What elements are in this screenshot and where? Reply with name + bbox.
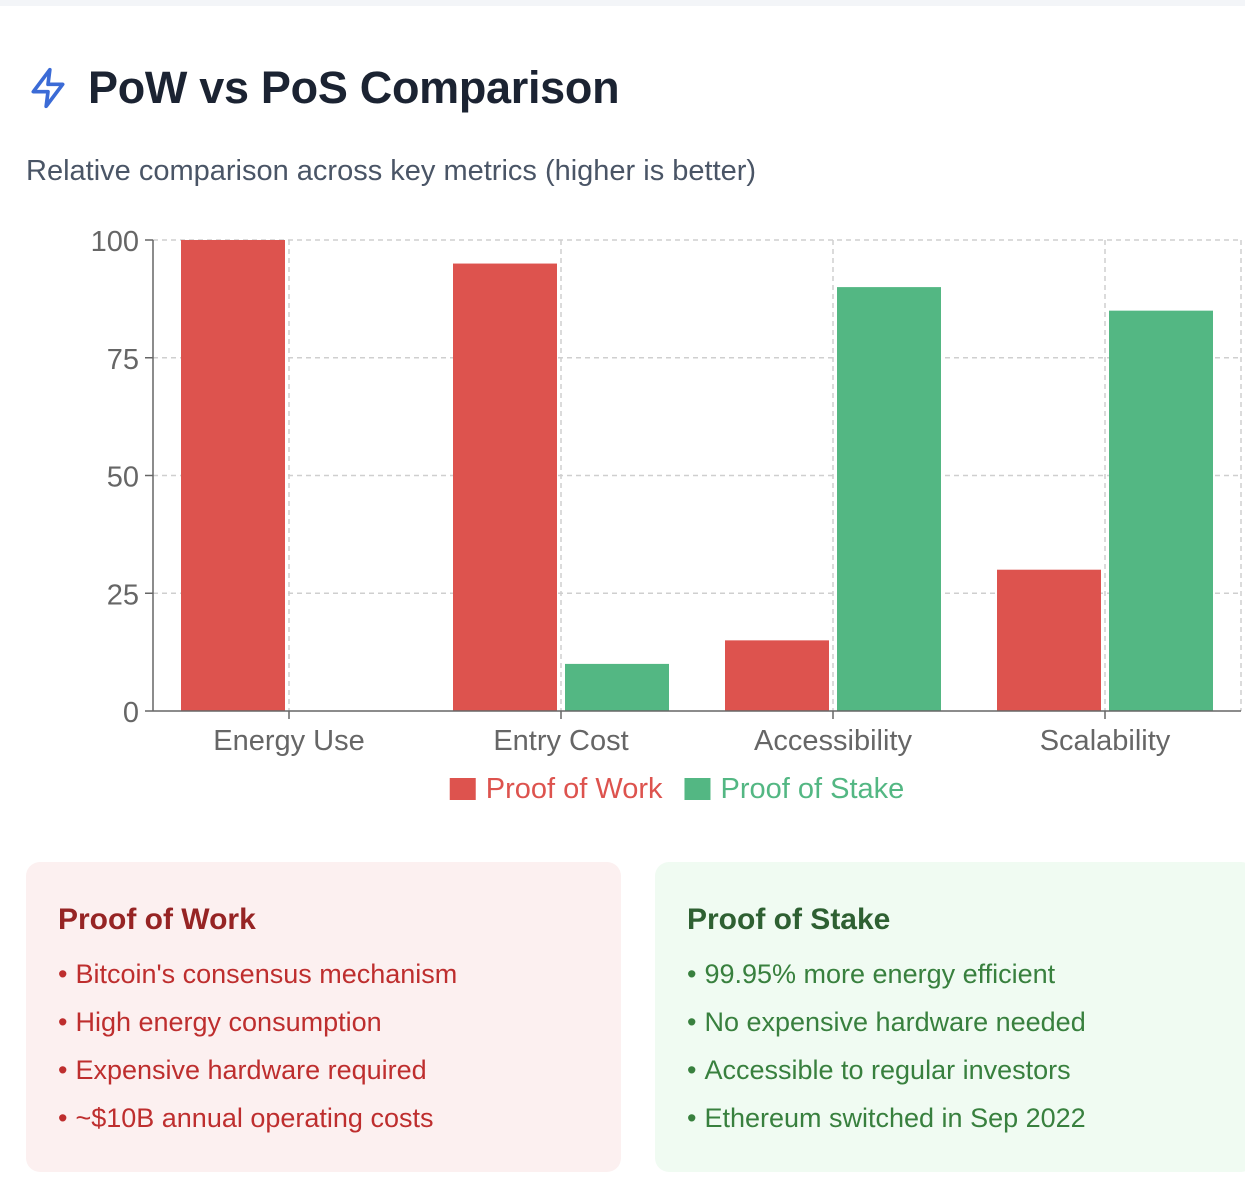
list-item: • ~$10B annual operating costs [58, 1103, 434, 1133]
page-title: PoW vs PoS Comparison [88, 62, 620, 113]
x-tick-label: Scalability [1040, 725, 1171, 757]
x-tick-label: Energy Use [213, 725, 365, 757]
pow-item-text: Expensive hardware required [75, 1055, 427, 1085]
top-strip [0, 0, 1245, 6]
y-tick-label: 100 [91, 226, 139, 258]
bar-proof-of-work [725, 640, 829, 711]
pow-item-text: Bitcoin's consensus mechanism [75, 959, 458, 989]
x-tick-label: Accessibility [754, 725, 912, 757]
pow-feature-list: • Bitcoin's consensus mechanism • High ene… [58, 950, 589, 1142]
bar-proof-of-stake [1109, 310, 1213, 711]
legend-swatch-proof-of-work [449, 778, 476, 800]
legend-label-proof-of-work: Proof of Work [486, 773, 663, 805]
list-item: • 99.95% more energy efficient [687, 959, 1056, 989]
pow-item-text: High energy consumption [75, 1007, 382, 1037]
list-item: • Expensive hardware required [58, 1055, 427, 1085]
list-item: • Accessible to regular investors [687, 1055, 1071, 1085]
pos-card: Proof of Stake • 99.95% more energy effic… [655, 862, 1245, 1172]
y-tick-label: 0 [123, 697, 139, 729]
bar-proof-of-stake [837, 287, 941, 711]
pos-item-text: No expensive hardware needed [704, 1007, 1086, 1037]
y-tick-label: 75 [107, 344, 139, 376]
header: PoW vs PoS Comparison [26, 60, 620, 116]
bar-proof-of-work [453, 263, 557, 711]
pow-card: Proof of Work • Bitcoin's consensus mecha… [26, 862, 621, 1172]
lightning-icon [26, 66, 70, 110]
pos-item-text: 99.95% more energy efficient [704, 959, 1056, 989]
bar-proof-of-work [181, 240, 285, 711]
bar-proof-of-stake [565, 663, 669, 711]
pos-feature-list: • 99.95% more energy efficient • No expens… [687, 950, 1223, 1142]
x-tick-label: Entry Cost [493, 725, 628, 757]
list-item: • No expensive hardware needed [687, 1007, 1086, 1037]
pow-item-text: ~$10B annual operating costs [75, 1103, 434, 1133]
legend-swatch-proof-of-stake [684, 778, 711, 800]
pow-card-title: Proof of Work [58, 903, 256, 936]
pos-item-text: Ethereum switched in Sep 2022 [704, 1103, 1086, 1133]
legend-label-proof-of-stake: Proof of Stake [720, 773, 904, 805]
list-item: • High energy consumption [58, 1007, 382, 1037]
pos-item-text: Accessible to regular investors [704, 1055, 1071, 1085]
bar-proof-of-work [997, 569, 1101, 711]
y-tick-label: 50 [107, 462, 139, 494]
y-tick-label: 25 [107, 579, 139, 611]
list-item: • Bitcoin's consensus mechanism [58, 959, 458, 989]
pos-card-title: Proof of Stake [687, 903, 891, 936]
comparison-chart: 0 25 50 75 100 Energy Use Entry Cost Accessibil… [91, 226, 1242, 805]
list-item: • Ethereum switched in Sep 2022 [687, 1103, 1086, 1133]
page-subtitle: Relative comparison across key metrics (… [26, 155, 757, 187]
